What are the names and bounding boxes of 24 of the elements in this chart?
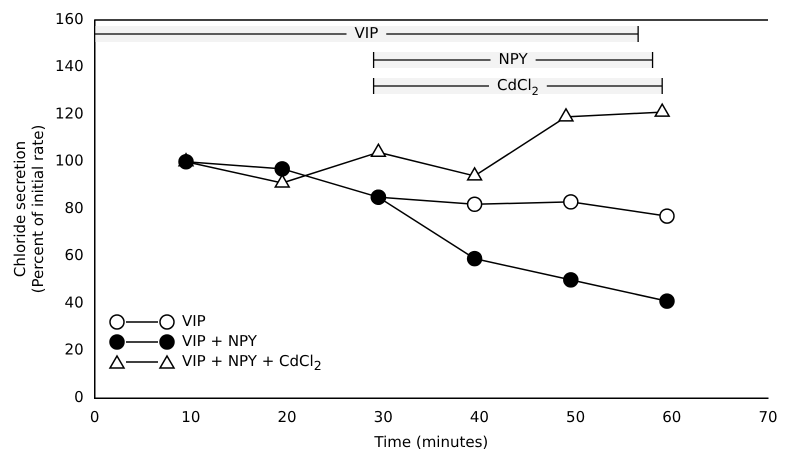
y-tick-label: 80 [64, 198, 84, 217]
band-label: VIP [354, 24, 378, 42]
y-axis-title: Chloride secretion (Percent of initial rate) [10, 124, 47, 294]
y-tick-label: 40 [64, 293, 84, 312]
x-tick-label: 70 [758, 408, 778, 426]
y-tick-label: 100 [54, 152, 84, 170]
y-tick-label: 0 [74, 388, 84, 406]
x-axis-title: Time (minutes) [373, 432, 488, 451]
x-tick-label: 40 [470, 408, 489, 426]
y-tick-label: 60 [64, 246, 84, 264]
x-tick-label: 10 [181, 408, 200, 426]
legend-label: VIP + NPY [182, 332, 257, 350]
y-tick-label: 160 [54, 10, 84, 28]
legend-label: VIP [182, 312, 206, 330]
y-tick-label: 140 [54, 57, 84, 76]
x-tick-label: 30 [374, 408, 393, 426]
band-label: NPY [498, 50, 528, 68]
y-tick-label: 20 [64, 340, 84, 359]
x-tick-label: 0 [90, 408, 100, 426]
x-tick-label: 20 [277, 408, 297, 426]
x-tick-label: 60 [662, 408, 682, 426]
x-tick-label: 50 [566, 408, 586, 426]
legend-label: VIP + NPY + CdCl$_{2}$ [182, 352, 322, 373]
y-tick-label: 120 [54, 104, 84, 122]
